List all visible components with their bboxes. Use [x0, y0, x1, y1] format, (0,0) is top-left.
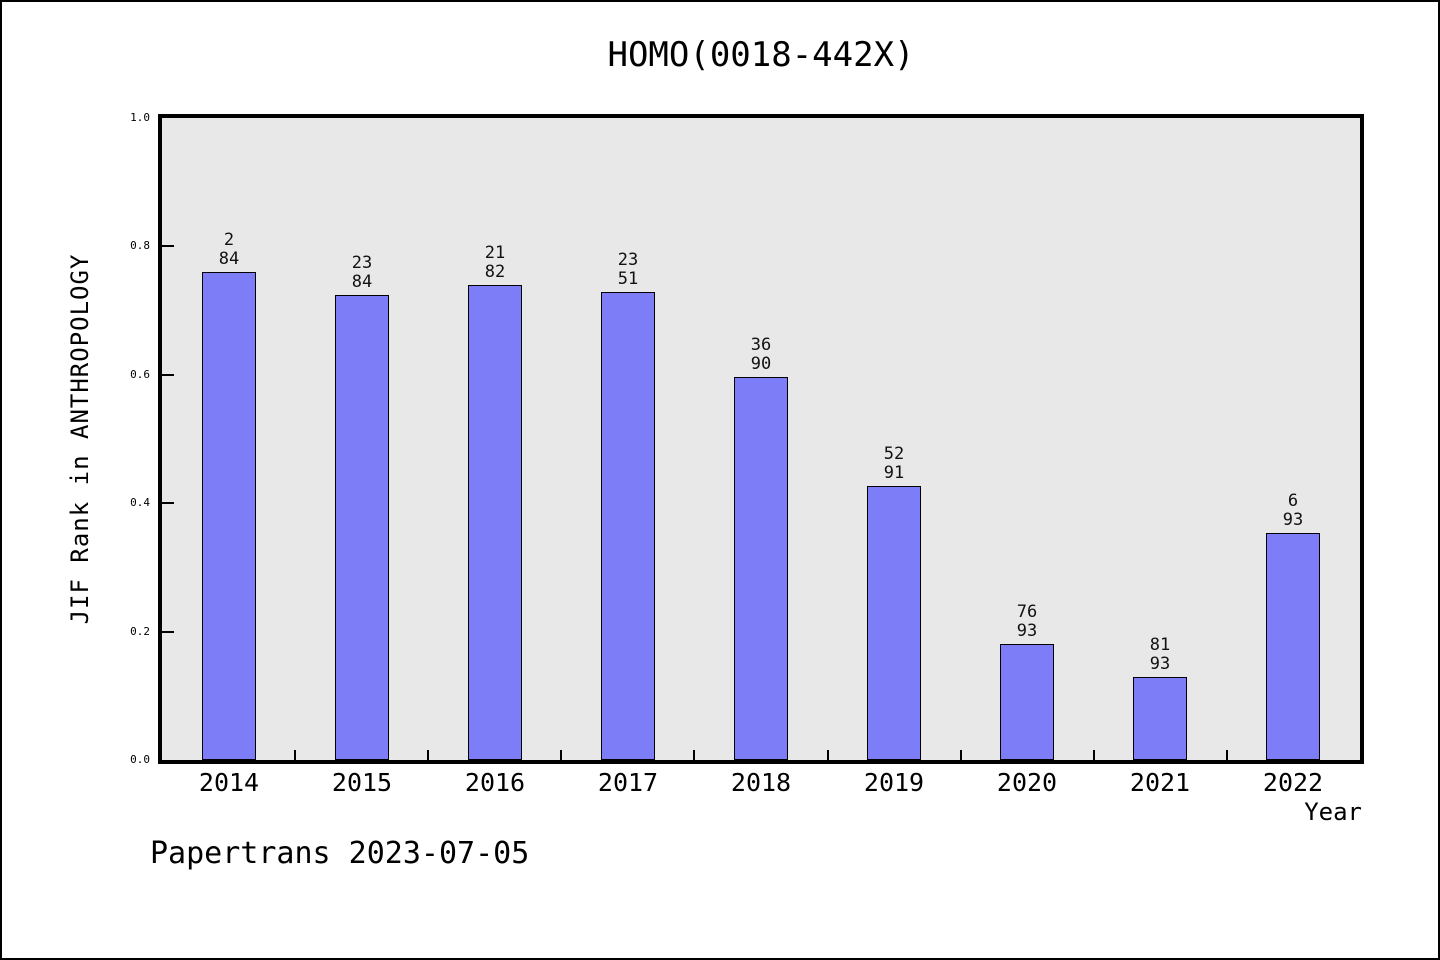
x-minor-tick: [693, 750, 695, 760]
x-minor-tick: [1226, 750, 1228, 760]
x-minor-tick: [294, 750, 296, 760]
bar-annotation-2016: 21 82: [484, 243, 506, 282]
bar-annotation-2015: 23 84: [351, 253, 373, 292]
bar-2018: [734, 377, 788, 760]
x-tick-label-2021: 2021: [1129, 768, 1191, 797]
bar-2020: [1000, 644, 1054, 760]
bar-annotation-2020: 76 93: [1016, 602, 1038, 641]
x-tick-label-2016: 2016: [464, 768, 526, 797]
bar-2015: [335, 295, 389, 760]
bar-2022: [1266, 533, 1320, 760]
y-tick-mark-0.4: [162, 502, 174, 504]
x-tick-label-2020: 2020: [996, 768, 1058, 797]
bar-2014: [202, 272, 256, 760]
x-tick-label-2015: 2015: [331, 768, 393, 797]
x-tick-label-2014: 2014: [198, 768, 260, 797]
x-minor-tick: [827, 750, 829, 760]
y-tick-mark-0.6: [162, 374, 174, 376]
y-tick-label-0.6: 0.6: [130, 368, 150, 381]
y-tick-label-0.0: 0.0: [130, 753, 150, 766]
plot-inner: 2 84 23 84 21 82 23 51 36 90 52 91 76 93 81 93 6…: [162, 118, 1360, 760]
chart-title: HOMO(0018-442X): [607, 35, 915, 75]
plot-area: 2 84 23 84 21 82 23 51 36 90 52 91 76 93 81 93 6…: [158, 114, 1364, 764]
x-minor-tick: [960, 750, 962, 760]
x-axis-label: Year: [1304, 798, 1362, 826]
bar-annotation-2022: 6 93: [1282, 491, 1304, 530]
x-minor-tick: [1093, 750, 1095, 760]
y-tick-label-0.8: 0.8: [130, 239, 150, 252]
bar-2019: [867, 486, 921, 760]
y-axis-label: JIF Rank in ANTHROPOLOGY: [66, 253, 94, 625]
bar-annotation-2021: 81 93: [1149, 635, 1171, 674]
bar-annotation-2018: 36 90: [750, 335, 772, 374]
y-tick-mark-0.2: [162, 631, 174, 633]
bar-2017: [601, 292, 655, 760]
watermark-text: Papertrans 2023-07-05: [150, 836, 530, 871]
x-tick-label-2019: 2019: [863, 768, 925, 797]
bar-annotation-2014: 2 84: [218, 230, 240, 269]
y-tick-label-0.4: 0.4: [130, 496, 150, 509]
bar-2016: [468, 285, 522, 760]
y-tick-label-1.0: 1.0: [130, 111, 150, 124]
bar-2021: [1133, 677, 1187, 760]
x-minor-tick: [427, 750, 429, 760]
x-tick-label-2018: 2018: [730, 768, 792, 797]
x-tick-label-2022: 2022: [1262, 768, 1324, 797]
y-tick-mark-0.8: [162, 245, 174, 247]
bar-annotation-2017: 23 51: [617, 250, 639, 289]
x-tick-label-2017: 2017: [597, 768, 659, 797]
y-tick-label-0.2: 0.2: [130, 625, 150, 638]
x-minor-tick: [560, 750, 562, 760]
bar-annotation-2019: 52 91: [883, 444, 905, 483]
